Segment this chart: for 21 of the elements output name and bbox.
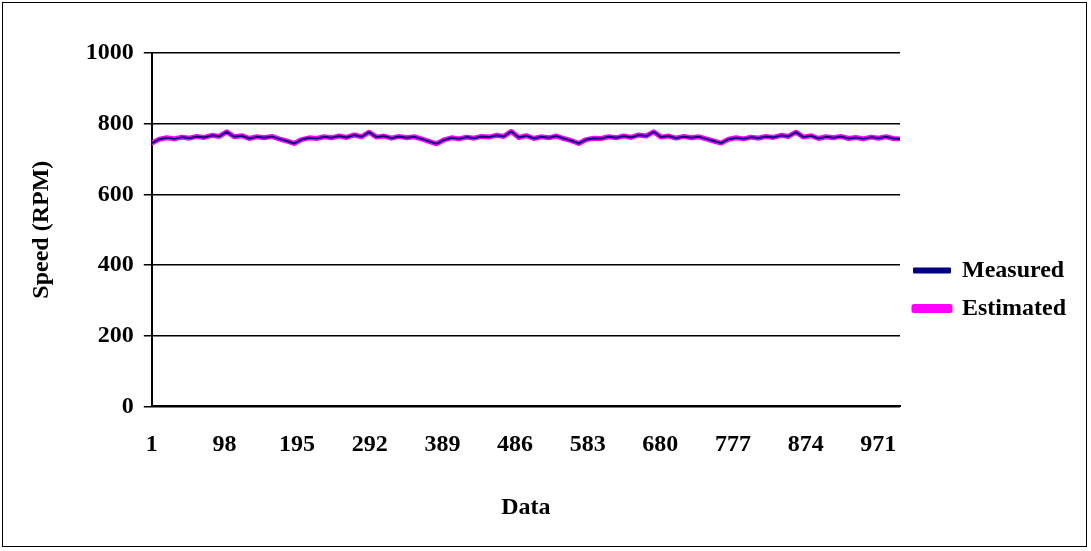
x-tick-label: 777 [714, 430, 751, 456]
y-axis-title: Speed (RPM) [26, 160, 53, 299]
x-tick-label: 1 [145, 430, 158, 456]
x-axis-title: Data [501, 492, 551, 519]
y-tick-label: 400 [97, 250, 134, 277]
legend-label: Estimated [962, 293, 1067, 320]
x-tick-label: 583 [569, 430, 606, 456]
x-tick-label: 195 [279, 430, 316, 456]
x-tick-label: 98 [212, 430, 237, 456]
x-tick-label: 292 [351, 430, 388, 456]
x-tick-label: 680 [642, 430, 679, 456]
y-tick-label: 0 [121, 391, 134, 418]
x-tick-label: 971 [860, 430, 897, 456]
y-tick-label: 200 [97, 320, 134, 347]
x-tick-label: 874 [787, 430, 824, 456]
x-tick-label: 389 [424, 430, 461, 456]
y-tick-label: 1000 [85, 38, 134, 65]
y-tick-label: 800 [97, 108, 134, 135]
legend-label: Measured [962, 255, 1065, 282]
x-tick-label: 486 [497, 430, 534, 456]
y-tick-label: 600 [97, 179, 134, 206]
